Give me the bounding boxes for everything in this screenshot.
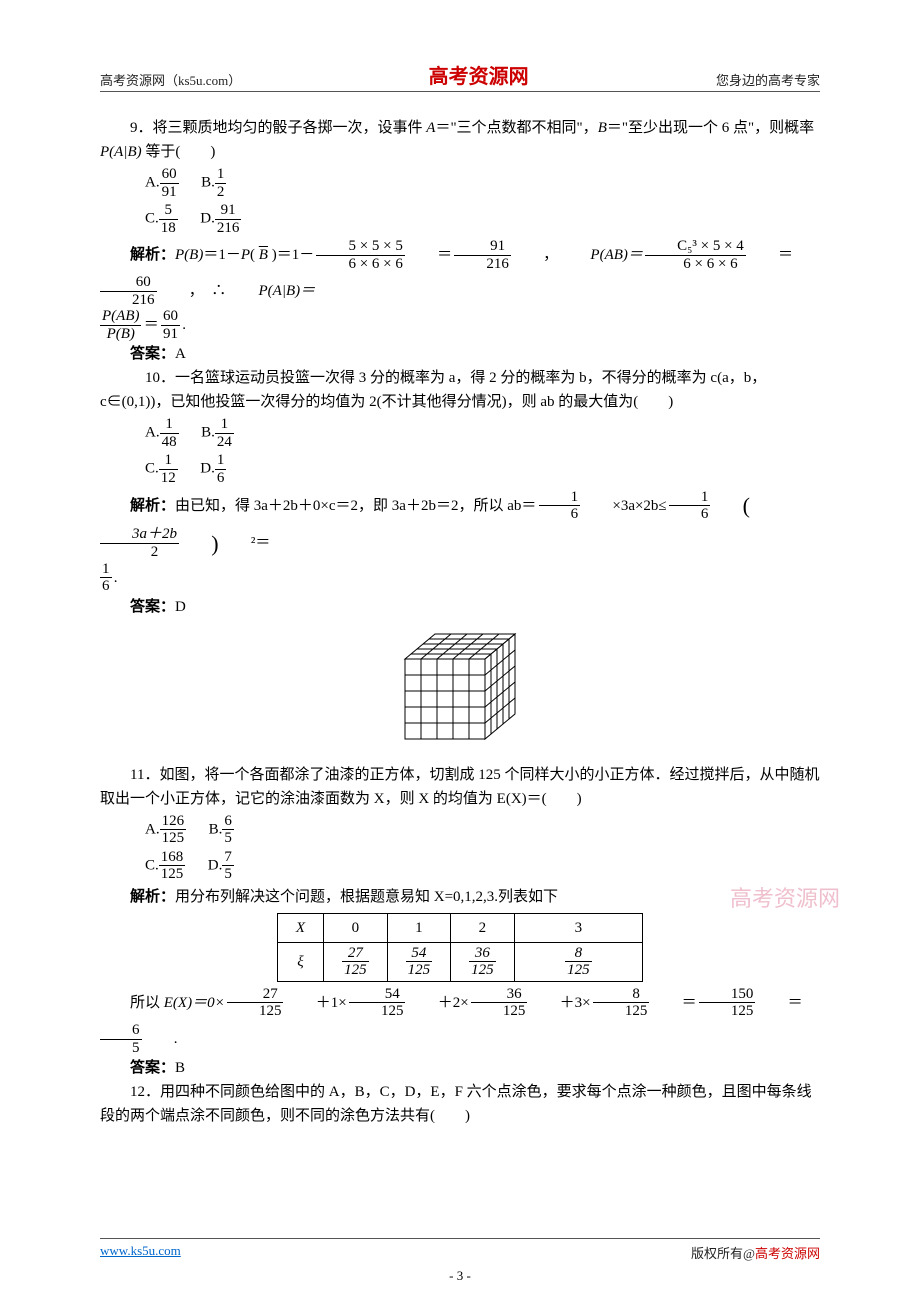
page-number: - 3 -: [0, 1268, 920, 1284]
q11-answer: 答案：B: [100, 1056, 820, 1080]
q11-solution: 解析：用分布列解决这个问题，根据题意易知 X=0,1,2,3.列表如下 高考资源…: [100, 885, 820, 909]
q9-solution: 解析：P(B)＝1－P( B )＝1－ 5 × 5 × 56 × 6 × 6 ＝…: [100, 238, 820, 308]
q9-solution-line2: P(AB)P(B) ＝ 6091.: [100, 308, 820, 342]
q10-solution-line2: 16.: [100, 561, 820, 595]
q11-choices: A.126125 B.65 C.168125 D.75: [100, 813, 820, 883]
page-footer: www.ks5u.com 版权所有@高考资源网: [100, 1238, 820, 1262]
header-right: 您身边的高考专家: [716, 70, 820, 89]
cube-icon: [395, 629, 525, 749]
content-body: 9．将三颗质地均匀的骰子各掷一次，设事件 A＝"三个点数都不相同"，B＝"至少出…: [100, 116, 820, 1128]
q10-stem: 10．一名篮球运动员投篮一次得 3 分的概率为 a，得 2 分的概率为 b，不得…: [100, 366, 820, 414]
q10-answer: 答案：D: [100, 595, 820, 619]
q9-choices: A.6091 B.12 C.518 D.91216: [100, 166, 820, 236]
q11-expectation: 所以 E(X)＝0× 27125 ＋1× 54125 ＋2× 36125 ＋3×…: [100, 986, 820, 1056]
watermark-text: 高考资源网: [700, 881, 840, 916]
q11-stem: 11．如图，将一个各面都涂了油漆的正方体，切割成 125 个同样大小的小正方体．…: [100, 763, 820, 811]
q9-answer: 答案：A: [100, 342, 820, 366]
footer-url[interactable]: www.ks5u.com: [100, 1243, 181, 1262]
q10-choices: A.148 B.124 C.112 D.16: [100, 416, 820, 486]
distribution-table: X 0 1 2 3 ξ 27125 54125 36125 8125: [277, 913, 643, 982]
footer-right: 版权所有@高考资源网: [691, 1243, 820, 1262]
header-center-logo: 高考资源网: [429, 60, 529, 89]
q9-stem: 9．将三颗质地均匀的骰子各掷一次，设事件 A＝"三个点数都不相同"，B＝"至少出…: [100, 116, 820, 164]
header-left: 高考资源网（ks5u.com）: [100, 70, 241, 89]
q10-solution: 解析：由已知，得 3a＋2b＋0×c＝2，即 3a＋2b＝2，所以 ab＝ 16…: [100, 488, 820, 561]
cube-figure: [100, 629, 820, 757]
page-header: 高考资源网（ks5u.com） 高考资源网 您身边的高考专家: [100, 60, 820, 92]
q12-stem: 12．用四种不同颜色给图中的 A，B，C，D，E，F 六个点涂色，要求每个点涂一…: [100, 1080, 820, 1128]
